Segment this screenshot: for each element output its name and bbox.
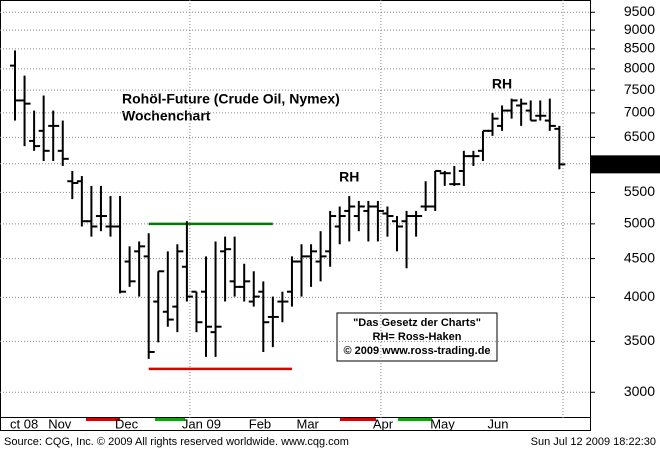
y-tick-label: 7000 bbox=[624, 104, 655, 120]
y-tick-label: 9500 bbox=[624, 3, 655, 19]
chart-subtitle: Wochenchart bbox=[122, 108, 211, 124]
time-axis bbox=[0, 417, 591, 431]
note-line: © 2009 www.ross-trading.de bbox=[343, 345, 490, 357]
y-tick-label: 3500 bbox=[624, 332, 655, 348]
x-tick-label: Nov bbox=[48, 416, 72, 431]
y-tick-label: 5000 bbox=[624, 215, 655, 231]
chart-title: Rohöl-Future (Crude Oil, Nymex) bbox=[122, 91, 340, 107]
annotation: RH bbox=[492, 76, 512, 92]
annotation: RH bbox=[339, 168, 359, 184]
y-tick-label: 8000 bbox=[624, 60, 655, 76]
y-tick-label: 3000 bbox=[624, 383, 655, 399]
x-tick-label: Dec bbox=[115, 416, 139, 431]
x-tick-label: ct 08 bbox=[10, 416, 38, 431]
month-strip bbox=[155, 418, 185, 421]
x-tick-label: Jan 09 bbox=[182, 416, 221, 431]
last-price-box bbox=[590, 155, 660, 174]
month-strip bbox=[86, 418, 120, 421]
y-tick-label: 8500 bbox=[624, 40, 655, 56]
x-tick-label: May bbox=[430, 416, 455, 431]
x-tick-label: Apr bbox=[373, 416, 394, 431]
note-line: "Das Gesetz der Charts" bbox=[353, 317, 481, 329]
y-tick-label: 9000 bbox=[624, 21, 655, 37]
y-tick-label: 7500 bbox=[624, 81, 655, 97]
month-strip bbox=[340, 418, 376, 421]
last-price-label: 5989 bbox=[624, 155, 655, 171]
y-tick-label: 4000 bbox=[624, 288, 655, 304]
note-box bbox=[336, 312, 498, 362]
timestamp: Sun Jul 12 2009 18:22:30 bbox=[531, 436, 656, 448]
y-tick-label: 5500 bbox=[624, 183, 655, 199]
x-tick-label: Mar bbox=[297, 416, 320, 431]
x-tick-label: Jun bbox=[488, 416, 509, 431]
y-tick-label: 4500 bbox=[624, 249, 655, 265]
plot-frame bbox=[0, 0, 591, 418]
x-tick-label: Feb bbox=[249, 416, 271, 431]
source: Source: CQG, Inc. © 2009 All rights rese… bbox=[4, 436, 349, 448]
y-tick-label: 6500 bbox=[624, 128, 655, 144]
month-strip bbox=[398, 418, 432, 421]
note-line: RH= Ross-Haken bbox=[373, 331, 462, 343]
